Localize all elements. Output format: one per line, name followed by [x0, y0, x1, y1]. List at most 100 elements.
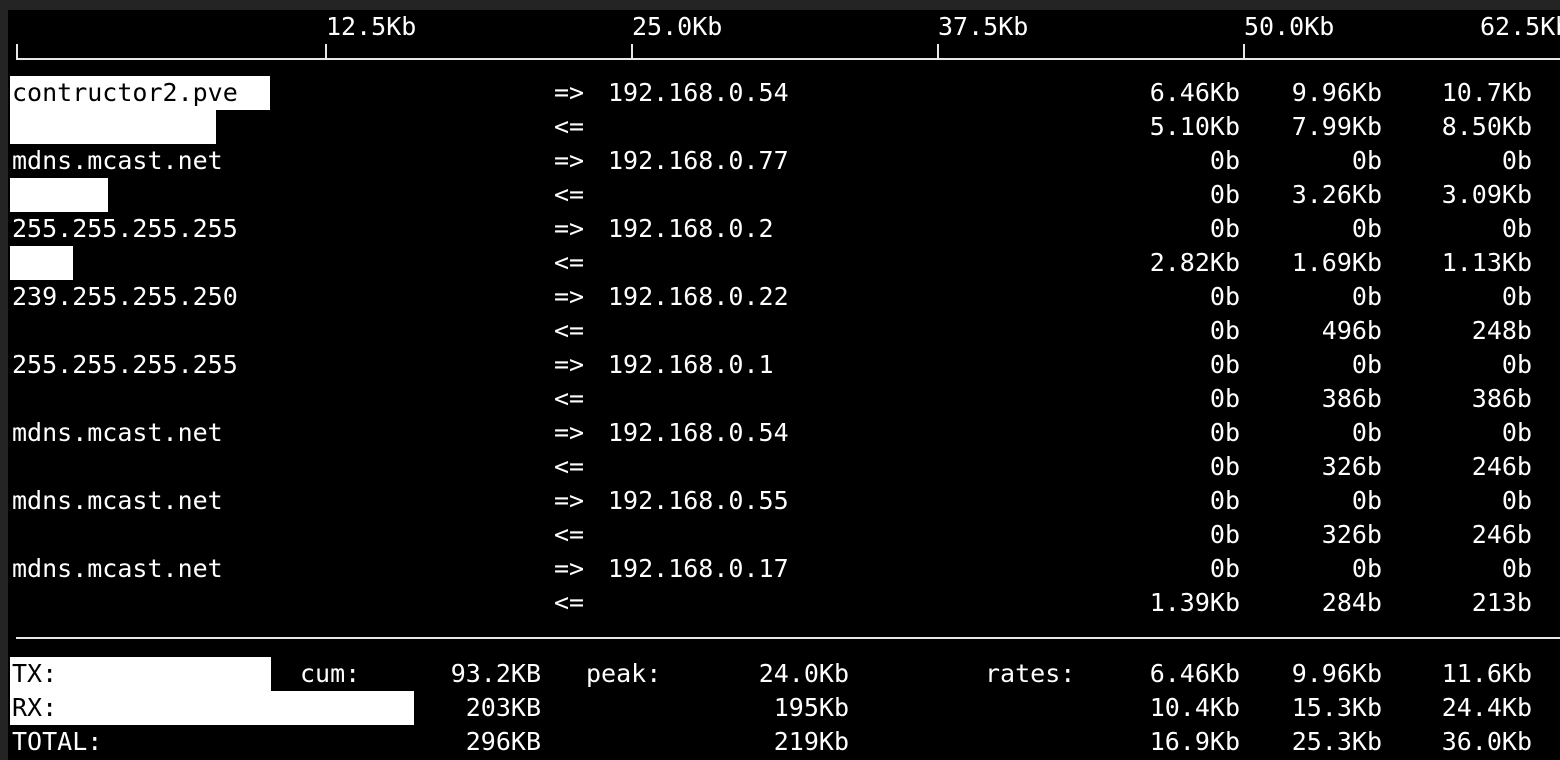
rx-rate-2s: 0b: [1209, 452, 1240, 481]
rx-rate-40s: 3.09Kb: [1441, 180, 1532, 209]
connection-recv-line[interactable]: <= 0b 386b 386b: [8, 382, 1560, 416]
connection-peer: 192.168.0.77: [608, 146, 789, 175]
connection-send-line[interactable]: mdns.mcast.net => 192.168.0.17 0b 0b 0b: [8, 552, 1560, 586]
rx-rate-2s: 0b: [1209, 316, 1240, 345]
connection-send-line[interactable]: mdns.mcast.net => 192.168.0.54 0b 0b 0b: [8, 416, 1560, 450]
connection-send-line[interactable]: mdns.mcast.net => 192.168.0.77 0b 0b 0b: [8, 144, 1560, 178]
recv-arrow-icon: <=: [554, 112, 585, 141]
tx-rate-2s: 0b: [1209, 418, 1240, 447]
connection-hostname: mdns.mcast.net: [12, 486, 223, 515]
tx-rate-2s: 0b: [1209, 554, 1240, 583]
connection-send-line[interactable]: 255.255.255.255 => 192.168.0.2 0b 0b 0b: [8, 212, 1560, 246]
rx-rate-10s: 284b: [1321, 588, 1382, 617]
connection-hostname: mdns.mcast.net: [12, 418, 223, 447]
connection-row[interactable]: 255.255.255.255 => 192.168.0.2 0b 0b 0b <= 2.82…: [8, 212, 1560, 280]
rx-rate-2s: 5.10Kb: [1149, 112, 1240, 141]
scale-tick: [1243, 44, 1245, 58]
connection-row[interactable]: mdns.mcast.net => 192.168.0.77 0b 0b 0b <= 0b 3.…: [8, 144, 1560, 212]
connection-list[interactable]: contructor2.pve contructor2.pve => 192.168.…: [8, 76, 1560, 620]
rx-rate-10s: 3.26Kb: [1291, 180, 1382, 209]
tx-rate-40s: 10.7Kb: [1441, 78, 1532, 107]
rx-rate-10s: 496b: [1321, 316, 1382, 345]
totals-row-label: TX:: [12, 659, 58, 688]
cumulative-label: cum:: [300, 659, 361, 688]
totals-row-label: TOTAL:: [12, 727, 103, 756]
rx-rate-2s: 1.39Kb: [1149, 588, 1240, 617]
connection-hostname: 239.255.255.250: [12, 282, 238, 311]
rate-2s-value: 10.4Kb: [1149, 693, 1240, 722]
recv-arrow-icon: <=: [554, 588, 585, 617]
connection-row[interactable]: 255.255.255.255 => 192.168.0.1 0b 0b 0b <= 0b 38…: [8, 348, 1560, 416]
tx-rate-2s: 0b: [1209, 282, 1240, 311]
recv-arrow-icon: <=: [554, 248, 585, 277]
connection-recv-line[interactable]: <= 0b 326b 246b: [8, 518, 1560, 552]
tx-rate-10s: 0b: [1351, 554, 1382, 583]
rx-rate-10s: 7.99Kb: [1291, 112, 1382, 141]
connection-peer: 192.168.0.22: [608, 282, 789, 311]
connection-row[interactable]: mdns.mcast.net => 192.168.0.17 0b 0b 0b <= 1.39…: [8, 552, 1560, 620]
connection-recv-line[interactable]: <= 5.10Kb 7.99Kb 8.50Kb: [8, 110, 1560, 144]
connection-send-line[interactable]: 239.255.255.250 => 192.168.0.22 0b 0b 0b: [8, 280, 1560, 314]
connection-row[interactable]: mdns.mcast.net => 192.168.0.54 0b 0b 0b <= 0b 32…: [8, 416, 1560, 484]
rx-rate-40s: 8.50Kb: [1441, 112, 1532, 141]
connection-recv-line[interactable]: <= 2.82Kb 1.69Kb 1.13Kb: [8, 246, 1560, 280]
rx-rate-2s: 2.82Kb: [1149, 248, 1240, 277]
cumulative-value: 296KB: [465, 727, 541, 756]
rx-rate-40s: 213b: [1471, 588, 1532, 617]
cumulative-value: 93.2KB: [450, 659, 541, 688]
scale-label: 37.5Kb: [938, 12, 1029, 41]
tx-rate-40s: 0b: [1501, 214, 1532, 243]
tx-rate-10s: 0b: [1351, 146, 1382, 175]
recv-arrow-icon: <=: [554, 384, 585, 413]
rates-label: rates:: [985, 659, 1076, 688]
connection-recv-line[interactable]: <= 1.39Kb 284b 213b: [8, 586, 1560, 620]
connection-peer: 192.168.0.54: [608, 418, 789, 447]
cumulative-value: 203KB: [465, 693, 541, 722]
tx-rate-40s: 0b: [1501, 486, 1532, 515]
tx-rate-10s: 0b: [1351, 486, 1382, 515]
connection-send-line[interactable]: mdns.mcast.net => 192.168.0.55 0b 0b 0b: [8, 484, 1560, 518]
connection-send-line[interactable]: contructor2.pve contructor2.pve => 192.168.…: [8, 76, 1560, 110]
connection-recv-line[interactable]: <= 0b 496b 248b: [8, 314, 1560, 348]
recv-arrow-icon: <=: [554, 316, 585, 345]
scale-label: 25.0Kb: [632, 12, 723, 41]
totals-traffic-bar: [10, 691, 414, 725]
iftop-terminal[interactable]: 12.5Kb 25.0Kb 37.5Kb 50.0Kb 62.5Kb contructo…: [8, 10, 1560, 760]
tx-rate-40s: 0b: [1501, 350, 1532, 379]
scale-label: 62.5Kb: [1480, 12, 1560, 41]
rate-2s-value: 6.46Kb: [1149, 659, 1240, 688]
rate-40s-value: 36.0Kb: [1441, 727, 1532, 756]
connection-hostname: mdns.mcast.net: [12, 146, 223, 175]
connection-send-line[interactable]: 255.255.255.255 => 192.168.0.1 0b 0b 0b: [8, 348, 1560, 382]
rate-10s-value: 9.96Kb: [1291, 659, 1382, 688]
tx-rate-2s: 0b: [1209, 350, 1240, 379]
connection-recv-line[interactable]: <= 0b 326b 246b: [8, 450, 1560, 484]
tx-rate-40s: 0b: [1501, 418, 1532, 447]
peak-value: 219Kb: [773, 727, 849, 756]
tx-rate-40s: 0b: [1501, 146, 1532, 175]
rate-10s-value: 25.3Kb: [1291, 727, 1382, 756]
tx-rate-40s: 0b: [1501, 554, 1532, 583]
connection-row[interactable]: 239.255.255.250 => 192.168.0.22 0b 0b 0b <= 0b 4…: [8, 280, 1560, 348]
rx-rate-40s: 1.13Kb: [1441, 248, 1532, 277]
totals-row-label: RX:: [12, 693, 58, 722]
rate-2s-value: 16.9Kb: [1149, 727, 1240, 756]
rx-rate-40s: 246b: [1471, 452, 1532, 481]
tx-rate-10s: 0b: [1351, 350, 1382, 379]
scale-tick: [631, 44, 633, 58]
connection-hostname: mdns.mcast.net: [12, 554, 223, 583]
connection-hostname: 255.255.255.255: [12, 350, 238, 379]
recv-arrow-icon: <=: [554, 520, 585, 549]
rate-10s-value: 15.3Kb: [1291, 693, 1382, 722]
connection-row[interactable]: mdns.mcast.net => 192.168.0.55 0b 0b 0b <= 0b 32…: [8, 484, 1560, 552]
scale-tick: [937, 44, 939, 58]
scale-ruler-line: [16, 58, 1560, 60]
recv-arrow-icon: <=: [554, 180, 585, 209]
totals-row: TOTAL: 296KB 219Kb 16.9Kb 25.3Kb 36.0Kb: [8, 725, 1560, 759]
connection-recv-line[interactable]: <= 0b 3.26Kb 3.09Kb: [8, 178, 1560, 212]
connection-peer: 192.168.0.17: [608, 554, 789, 583]
send-arrow-icon: =>: [554, 78, 585, 107]
connection-row[interactable]: contructor2.pve contructor2.pve => 192.168.…: [8, 76, 1560, 144]
send-arrow-icon: =>: [554, 214, 585, 243]
rx-traffic-bar: [10, 246, 73, 280]
